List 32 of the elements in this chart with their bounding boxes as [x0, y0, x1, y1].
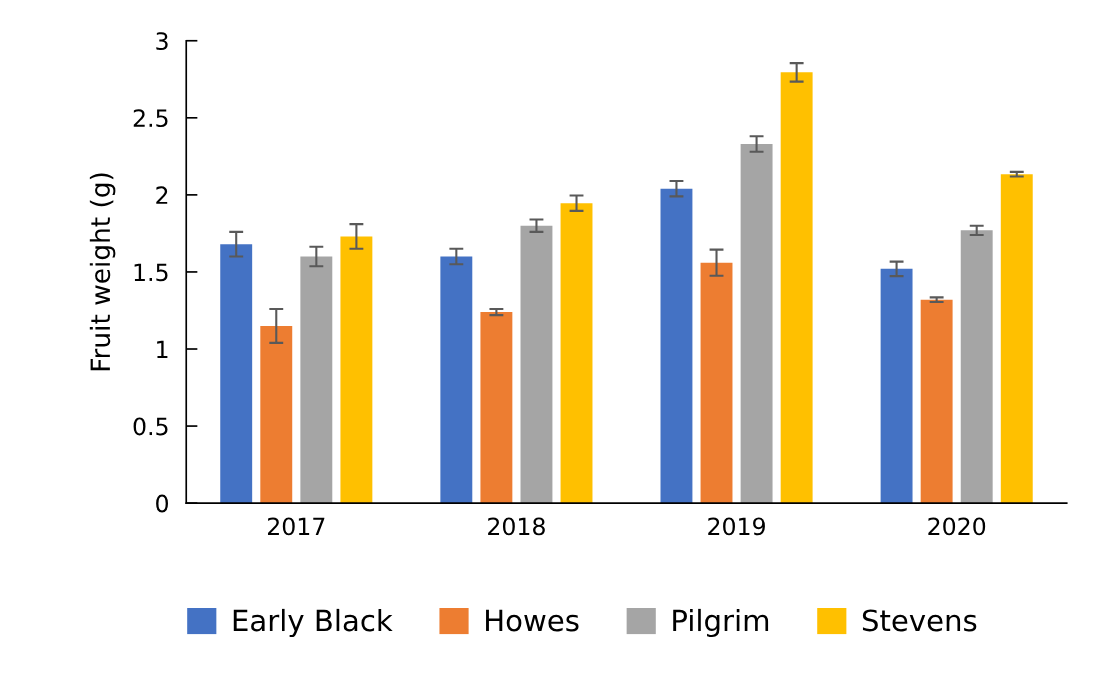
legend-label: Stevens: [862, 609, 977, 632]
bar: [960, 230, 993, 504]
y-tick-label: 1.5: [134, 263, 168, 282]
x-tick-label: 2018: [488, 517, 545, 536]
bar: [780, 72, 813, 504]
y-tick-label: 0: [156, 494, 168, 513]
x-tick-label: 2019: [708, 517, 765, 536]
bar: [440, 256, 473, 504]
bar: [260, 325, 293, 504]
y-tick-label: 3: [156, 32, 168, 51]
x-tick-label: 2017: [267, 517, 325, 536]
legend-label: Howes: [486, 609, 579, 632]
bar: [740, 144, 773, 504]
legend-label: Early Black: [233, 608, 393, 638]
bar: [300, 256, 333, 504]
bar: [480, 312, 513, 504]
y-tick-label: 2: [156, 186, 168, 204]
bar: [920, 299, 953, 504]
y-tick-label: 2.5: [133, 109, 168, 128]
x-tick-label: 2020: [928, 517, 986, 536]
bar: [1000, 174, 1033, 504]
bar: [340, 236, 373, 504]
y-axis-title: Fruit weight (g): [89, 173, 116, 371]
bar: [220, 244, 253, 504]
bar: [520, 225, 553, 504]
legend-label: Pilgrim: [673, 608, 769, 638]
bar: [700, 262, 733, 504]
bar: [560, 203, 593, 504]
bar: [880, 268, 913, 504]
y-tick-label: 1: [157, 340, 168, 358]
bar: [660, 188, 693, 504]
y-tick-label: 0.5: [133, 417, 168, 436]
